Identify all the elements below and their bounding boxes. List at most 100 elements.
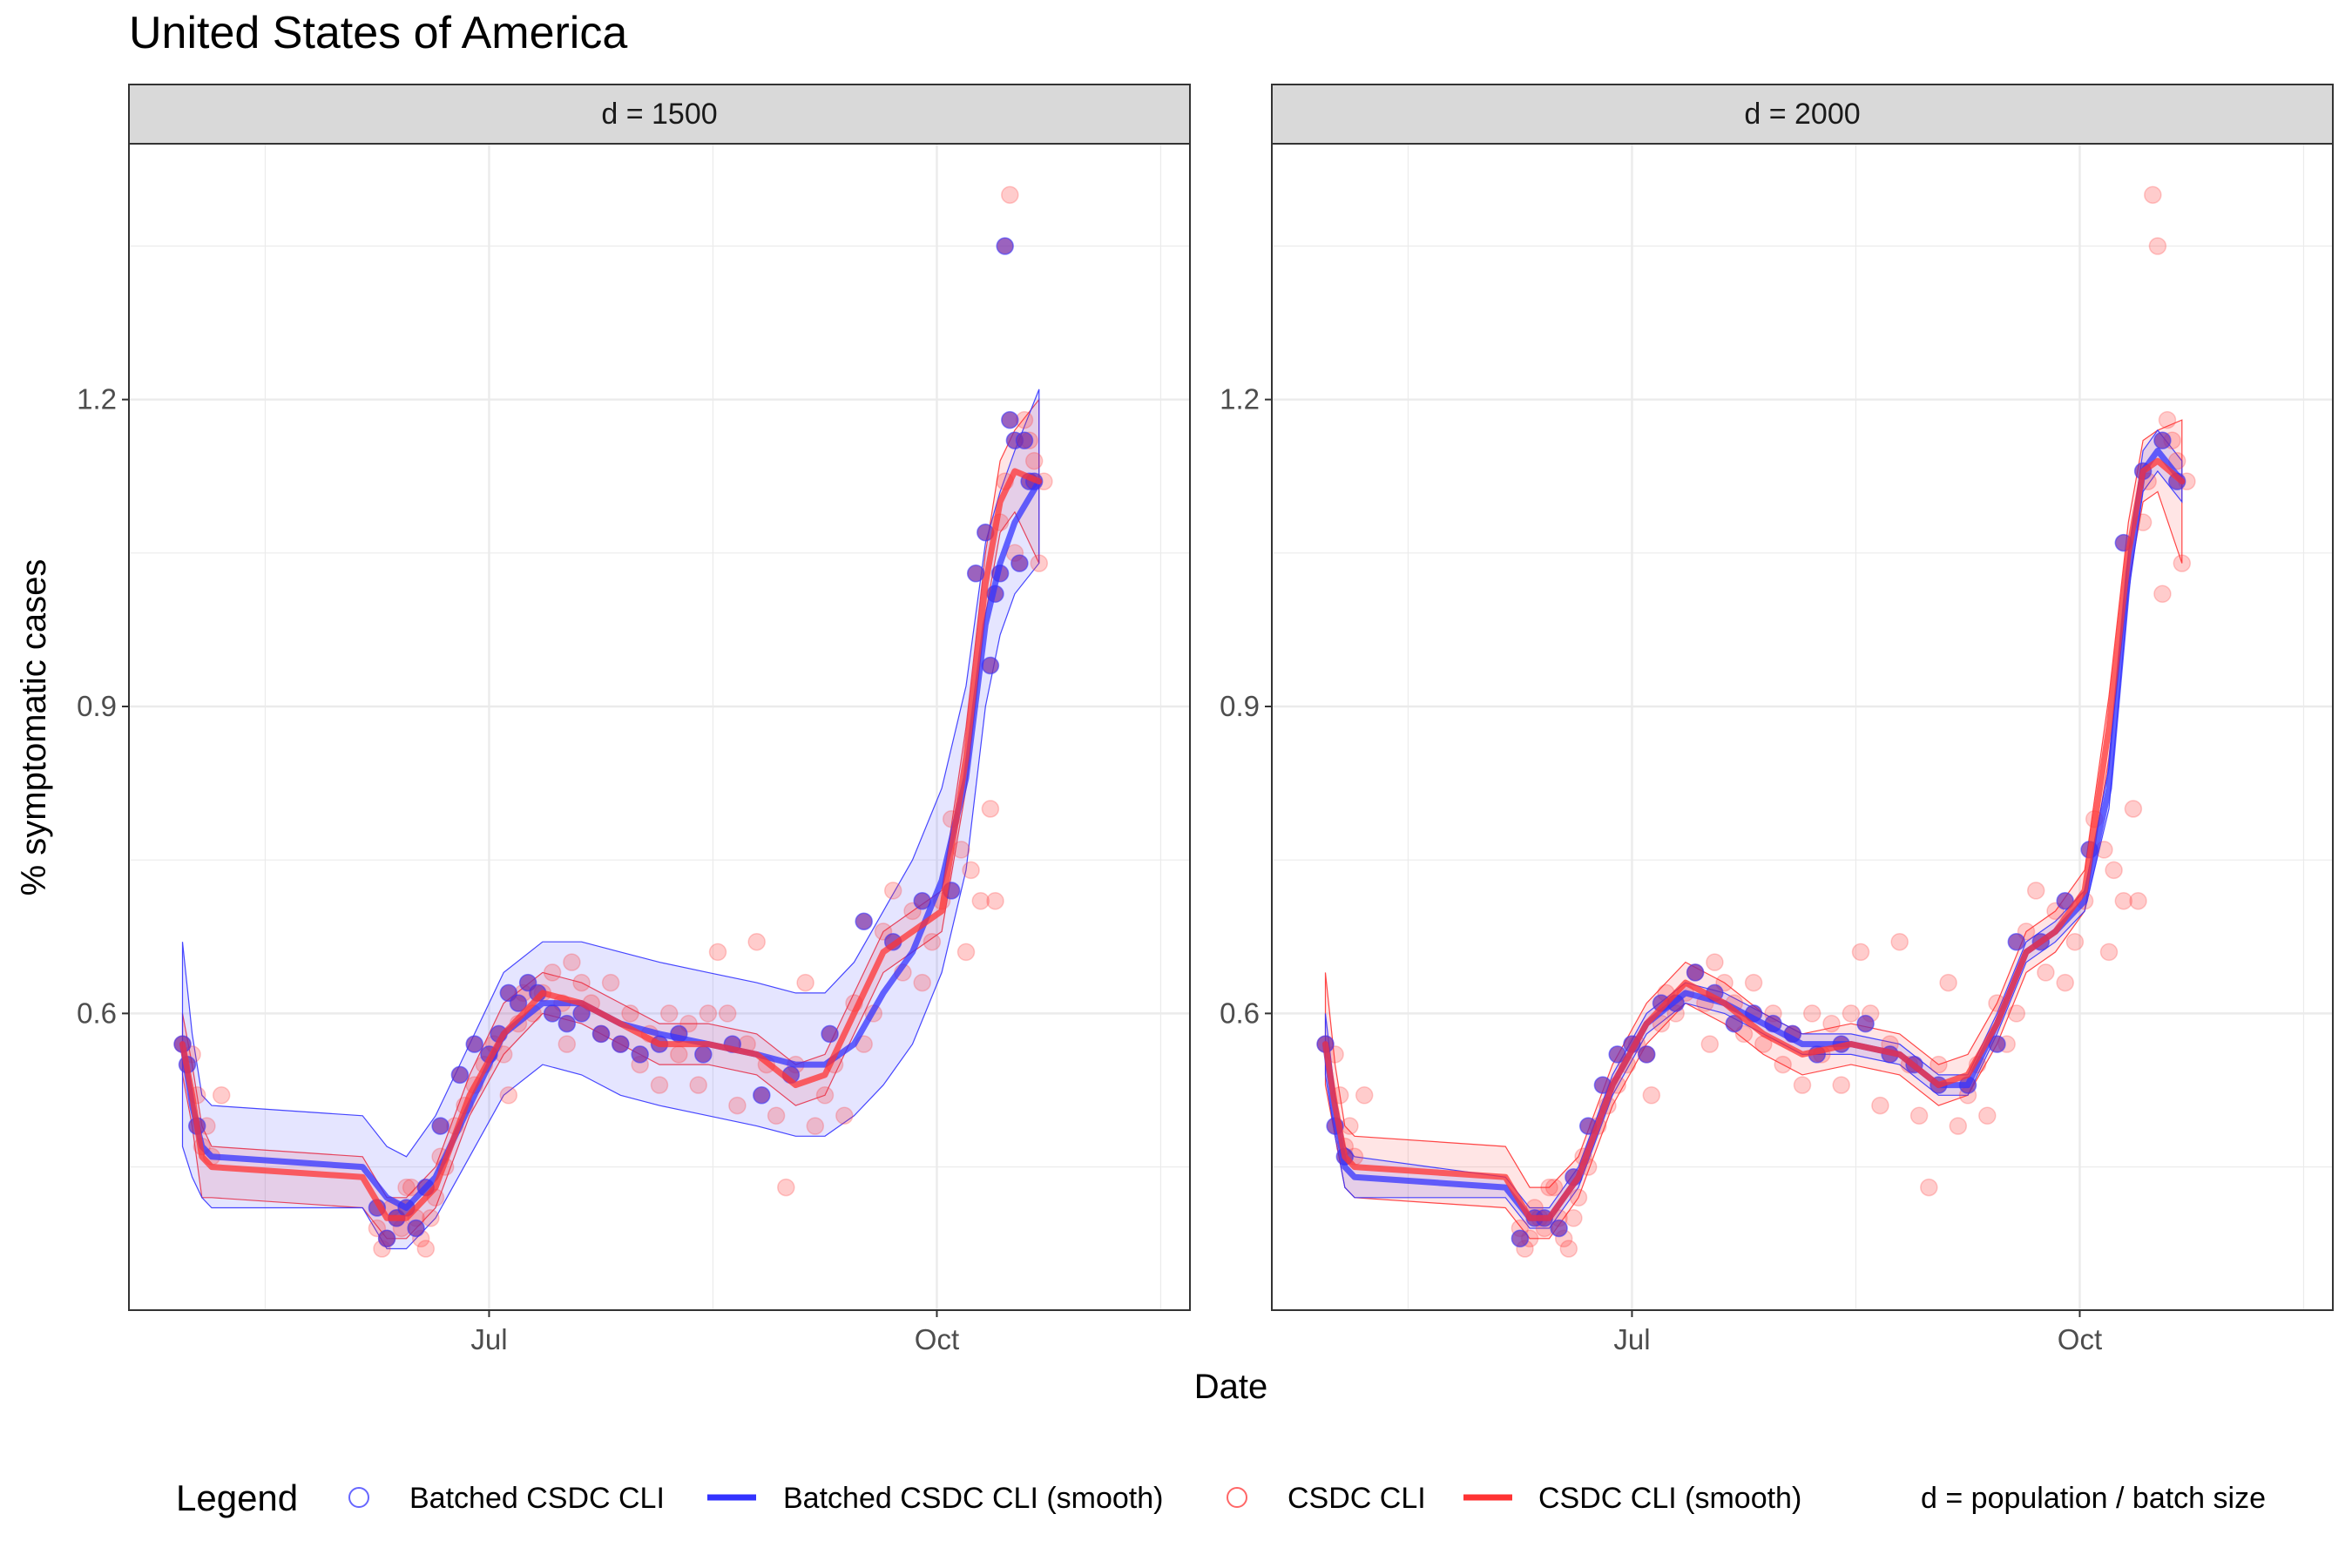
point-csdc-cli	[2124, 800, 2143, 818]
point-batched-csdc-cli	[377, 1229, 396, 1248]
point-batched-csdc-cli	[821, 1024, 839, 1044]
point-csdc-cli	[1030, 554, 1049, 572]
point-csdc-cli	[806, 1117, 825, 1135]
point-csdc-cli	[1842, 1004, 1861, 1023]
y-tick-label: 0.6	[77, 997, 117, 1029]
panel-1: d = 1500 0.6 0.9 1.2 Jul Oct	[77, 84, 1191, 1355]
point-csdc-cli	[1949, 1117, 1968, 1135]
point-batched-csdc-cli	[1856, 1014, 1875, 1033]
point-csdc-cli	[699, 1004, 718, 1023]
point-csdc-cli	[1700, 1035, 1720, 1053]
point-csdc-cli	[2129, 891, 2147, 910]
point-batched-csdc-cli	[407, 1219, 425, 1238]
point-csdc-cli	[558, 1035, 577, 1053]
legend-label-batched: Batched CSDC CLI	[409, 1482, 665, 1515]
point-csdc-cli	[728, 1096, 747, 1115]
point-csdc-cli	[835, 1106, 854, 1125]
point-csdc-cli	[1920, 1178, 1938, 1197]
y-axis-title: % symptomatic cases	[15, 559, 53, 896]
point-csdc-cli	[1851, 943, 1870, 962]
point-batched-csdc-cli	[631, 1045, 649, 1064]
point-csdc-cli	[815, 1086, 835, 1105]
point-batched-csdc-cli	[450, 1065, 470, 1085]
point-csdc-cli	[650, 1076, 669, 1094]
plot-area	[1272, 144, 2333, 1310]
point-batched-csdc-cli	[2007, 932, 2026, 951]
point-csdc-cli	[2158, 410, 2177, 429]
point-batched-csdc-cli	[753, 1086, 771, 1105]
point-batched-csdc-cli	[2056, 891, 2074, 910]
point-csdc-cli	[747, 932, 766, 951]
point-csdc-cli	[1871, 1096, 1889, 1115]
x-axis-title: Date	[1194, 1368, 1268, 1406]
panel-border	[1271, 143, 2334, 1311]
legend-key-batched-points: Batched CSDC CLI	[348, 1482, 665, 1515]
legend-note: d = population / batch size	[1921, 1482, 2266, 1515]
point-batched-csdc-cli	[966, 564, 985, 583]
y-tick-label: 1.2	[1220, 383, 1260, 416]
point-csdc-cli	[2173, 554, 2192, 572]
point-batched-csdc-cli	[558, 1014, 577, 1033]
point-csdc-cli	[1706, 953, 1724, 971]
point-csdc-cli	[1744, 973, 1763, 992]
point-csdc-cli	[1890, 932, 1909, 951]
panel-2: d = 2000 0.6 0.9 1.2 Jul Oct	[1220, 84, 2334, 1355]
y-tick-label: 1.2	[77, 383, 117, 416]
point-csdc-cli	[1540, 1178, 1558, 1197]
legend-label-csdc-smooth: CSDC CLI (smooth)	[1538, 1482, 1801, 1515]
point-csdc-cli	[1001, 186, 1019, 204]
point-csdc-cli	[708, 943, 727, 962]
panels: d = 1500 0.6 0.9 1.2 Jul Oct d = 2000 0.6 0.9 1.2…	[77, 84, 2334, 1355]
point-csdc-cli	[212, 1086, 231, 1105]
plot-area	[129, 144, 1190, 1310]
point-csdc-cli	[1939, 973, 1957, 992]
point-csdc-cli	[1565, 1209, 1583, 1227]
point-csdc-cli	[1822, 1014, 1841, 1033]
point-csdc-cli	[1930, 1055, 1948, 1074]
point-batched-csdc-cli	[431, 1117, 449, 1135]
point-batched-csdc-cli	[1511, 1229, 1530, 1248]
x-tick-label: Oct	[2058, 1323, 2102, 1355]
point-csdc-cli	[1544, 1178, 1564, 1197]
point-csdc-cli	[670, 1045, 688, 1064]
point-csdc-cli	[1024, 451, 1044, 470]
point-batched-csdc-cli	[1725, 1014, 1744, 1033]
point-csdc-cli	[2114, 891, 2133, 910]
point-csdc-cli	[1832, 1076, 1850, 1094]
point-csdc-cli	[563, 953, 581, 971]
point-csdc-cli	[883, 882, 902, 900]
point-batched-csdc-cli	[1001, 410, 1019, 429]
point-csdc-cli	[397, 1178, 416, 1197]
point-csdc-cli	[659, 1004, 679, 1023]
point-csdc-cli	[796, 973, 814, 992]
point-csdc-cli	[1793, 1076, 1812, 1094]
point-csdc-cli	[956, 943, 976, 962]
point-batched-csdc-cli	[694, 1045, 713, 1064]
point-csdc-cli	[621, 1004, 639, 1023]
strip-label: d = 2000	[1744, 98, 1860, 131]
point-csdc-cli	[913, 973, 931, 992]
point-batched-csdc-cli	[1686, 963, 1705, 982]
point-batched-csdc-cli	[591, 1024, 611, 1044]
point-csdc-cli	[1569, 1188, 1588, 1207]
point-csdc-cli	[1355, 1086, 1374, 1105]
point-csdc-cli	[718, 1004, 737, 1023]
point-csdc-cli	[2037, 963, 2055, 982]
point-csdc-cli	[1909, 1106, 1929, 1125]
point-csdc-cli	[923, 932, 942, 951]
x-tick-label: Jul	[470, 1323, 507, 1355]
point-csdc-cli	[2148, 237, 2167, 255]
legend-key-csdc-smooth: CSDC CLI (smooth)	[1463, 1482, 1801, 1515]
point-batched-csdc-cli	[855, 912, 873, 930]
smooth-line-csdc-cli-smooth	[1322, 457, 2186, 1221]
legend-title: Legend	[176, 1477, 298, 1518]
point-batched-csdc-cli	[1637, 1045, 1656, 1064]
confidence-band-csdc-cli-smooth	[1324, 419, 2183, 1240]
point-batched-csdc-cli	[996, 237, 1014, 255]
point-csdc-cli	[777, 1178, 795, 1197]
point-csdc-cli	[1642, 1086, 1661, 1105]
point-csdc-cli	[1978, 1106, 1997, 1125]
legend-csdc-point-symbol	[1227, 1487, 1247, 1508]
strip-label: d = 1500	[601, 98, 717, 131]
